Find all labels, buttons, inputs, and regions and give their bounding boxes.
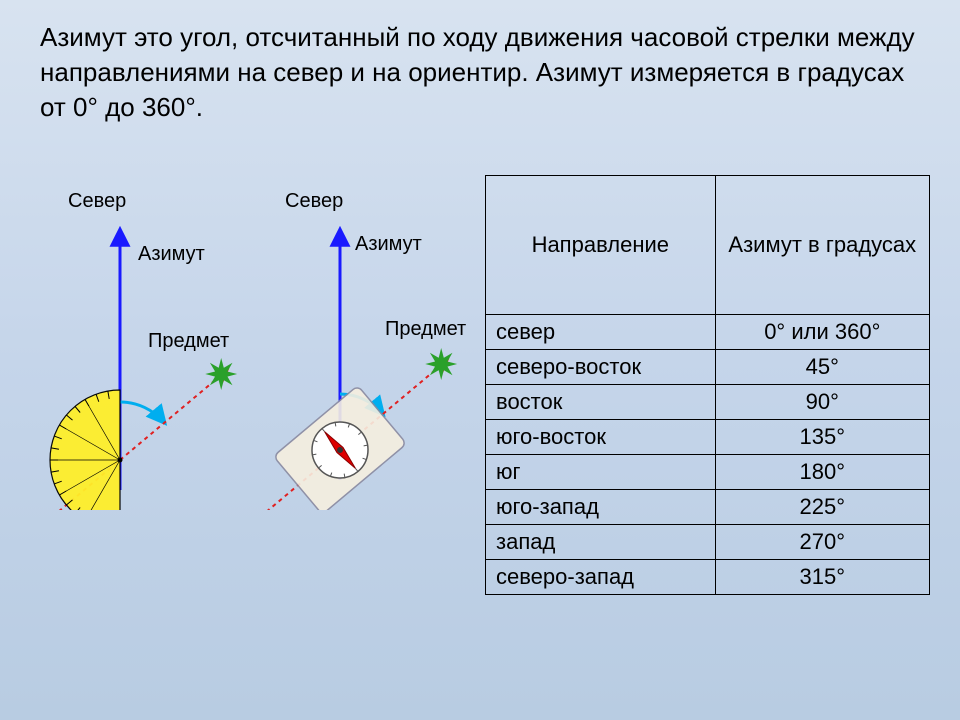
cell-degrees: 90° [715, 385, 929, 420]
azimuth-table: Направление Азимут в градусах север0° ил… [485, 175, 930, 595]
cell-direction: юг [486, 455, 716, 490]
label-north-2: Север [285, 190, 343, 213]
table-row: север0° или 360° [486, 315, 930, 350]
cell-direction: юго-запад [486, 490, 716, 525]
table-row: северо-восток45° [486, 350, 930, 385]
table-row: юго-запад225° [486, 490, 930, 525]
label-north-1: Север [68, 190, 126, 213]
title-text: Азимут это угол, отсчитанный по ходу дви… [40, 20, 920, 125]
cell-degrees: 45° [715, 350, 929, 385]
cell-direction: северо-запад [486, 560, 716, 595]
cell-direction: юго-восток [486, 420, 716, 455]
azimuth-table-wrap: Направление Азимут в градусах север0° ил… [485, 175, 930, 595]
label-object-1: Предмет [148, 330, 229, 353]
table-row: восток90° [486, 385, 930, 420]
cell-direction: северо-восток [486, 350, 716, 385]
table-row: юго-восток135° [486, 420, 930, 455]
cell-degrees: 315° [715, 560, 929, 595]
header-direction: Направление [486, 176, 716, 315]
cell-direction: север [486, 315, 716, 350]
azimuth-diagram: Север Азимут Предмет Север Азимут Предме… [20, 190, 460, 510]
cell-degrees: 270° [715, 525, 929, 560]
label-azimuth-1: Азимут [138, 243, 205, 266]
table-row: северо-запад315° [486, 560, 930, 595]
cell-degrees: 135° [715, 420, 929, 455]
table-row: запад270° [486, 525, 930, 560]
cell-direction: запад [486, 525, 716, 560]
cell-degrees: 0° или 360° [715, 315, 929, 350]
cell-direction: восток [486, 385, 716, 420]
table-row: юг180° [486, 455, 930, 490]
cell-degrees: 180° [715, 455, 929, 490]
label-object-2: Предмет [385, 318, 466, 341]
cell-degrees: 225° [715, 490, 929, 525]
header-azimuth: Азимут в градусах [715, 176, 929, 315]
page: Азимут это угол, отсчитанный по ходу дви… [0, 0, 960, 720]
table-header-row: Направление Азимут в градусах [486, 176, 930, 315]
label-azimuth-2: Азимут [355, 233, 422, 256]
